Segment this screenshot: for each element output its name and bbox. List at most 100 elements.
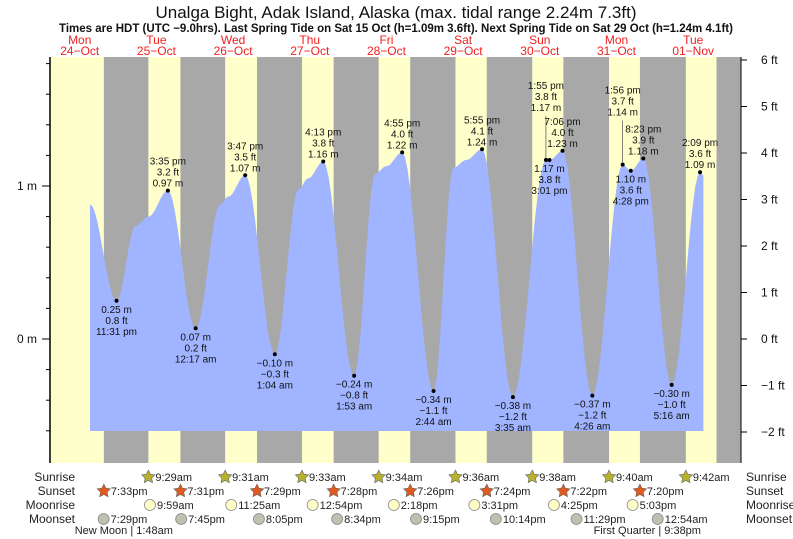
high-m: 1.23 m [547, 139, 578, 150]
sunrise-time: 9:38am [539, 472, 576, 484]
high-ft: 3.2 ft [157, 168, 179, 179]
moonset-time: 9:15pm [423, 514, 460, 526]
day-name: Sat [454, 33, 473, 47]
day-date: 24−Oct [60, 44, 100, 58]
sunrise-icon [217, 469, 233, 484]
high-ft: 3.8 ft [312, 139, 334, 150]
high-time: 3:35 pm [150, 157, 186, 168]
sun-moon-rows: Sunrise Sunrise 9:29am 9:31am 9:33am 9:34am 9:… [26, 469, 793, 537]
moonrise-time: 3:31pm [481, 500, 518, 512]
sunrise-icon [371, 469, 386, 484]
high-ft: 3.7 ft [612, 97, 634, 108]
high-time: 2:09 pm [682, 138, 718, 149]
sunset-icon [556, 483, 571, 498]
day-name: Mon [605, 33, 628, 47]
day-date: 31−Oct [597, 44, 637, 58]
low-m: −0.34 m [415, 395, 451, 406]
sunset-time: 7:22pm [570, 486, 607, 498]
low-time: 4:28 pm [613, 197, 649, 208]
sunrise-time: 9:40am [616, 472, 653, 484]
tide-point [400, 150, 405, 155]
low-time: 11:31 pm [96, 327, 137, 338]
tide-point [641, 156, 646, 161]
moonset-icon [410, 513, 422, 525]
moonset-icon [489, 513, 502, 525]
high-ft: 3.9 ft [632, 135, 654, 146]
high-ft: 3.6 ft [689, 149, 711, 160]
moonrise-time: 5:03pm [640, 500, 677, 512]
tide-point [628, 168, 633, 173]
low-m: 1.10 m [615, 175, 646, 186]
day-date: 26−Oct [214, 44, 254, 58]
high-m: 1.16 m [308, 150, 339, 161]
sunrise-icon [141, 469, 156, 484]
tide-point [620, 162, 625, 167]
tide-point [272, 352, 277, 357]
moonrise-icon [548, 499, 560, 511]
tide-point [321, 159, 326, 164]
day-name: Wed [221, 33, 245, 47]
high-time: 1:55 pm [528, 81, 564, 92]
high-time: 7:06 pm [544, 117, 580, 128]
low-ft: −1.0 ft [658, 400, 686, 411]
moonrise-row-label-right: Moonrise [746, 498, 793, 512]
moonrise-time: 2:18pm [401, 500, 438, 512]
left-tick-label: 0 m [17, 332, 37, 346]
right-tick-label: −1 ft [761, 379, 785, 393]
low-time: 1:04 am [257, 380, 293, 391]
moonset-time: 11:29pm [584, 514, 626, 526]
low-m: 1.17 m [534, 164, 565, 175]
moonset-row-label-right: Moonset [746, 512, 793, 526]
sunset-time: 7:24pm [494, 486, 531, 498]
low-time: 4:26 am [574, 422, 610, 433]
sunset-row-label-right: Sunset [746, 484, 784, 498]
low-ft: 3.6 ft [620, 186, 642, 197]
tide-point [547, 157, 552, 162]
sunrise-row-label-right: Sunrise [746, 470, 787, 484]
low-time: 2:44 am [415, 417, 451, 428]
right-tick-label: 3 ft [761, 193, 778, 207]
moonrise-icon [225, 499, 238, 511]
low-time: 1:53 am [336, 402, 372, 413]
moonset-time: 7:45pm [188, 514, 225, 526]
low-ft: −0.8 ft [340, 391, 368, 402]
moonset-row-label: Moonset [29, 512, 76, 526]
high-ft: 4.1 ft [471, 126, 493, 137]
sunrise-icon [294, 469, 310, 484]
day-date: 29−Oct [444, 44, 484, 58]
day-date: 30−Oct [520, 44, 560, 58]
day-date: 01−Nov [672, 44, 714, 58]
day-date: 25−Oct [137, 44, 177, 58]
day-name: Tue [683, 33, 704, 47]
sunset-icon [249, 483, 265, 498]
moonrise-time: 4:25pm [561, 500, 598, 512]
day-name: Fri [379, 33, 393, 47]
day-name: Tue [146, 33, 167, 47]
sunset-icon [96, 483, 112, 498]
sunrise-row-label: Sunrise [34, 470, 75, 484]
sunset-time: 7:29pm [264, 486, 301, 498]
moon-phase: New Moon | 1:48am [75, 525, 173, 537]
night-band [716, 57, 741, 463]
high-m: 1.22 m [387, 140, 418, 151]
moonset-icon [175, 513, 188, 525]
high-ft: 4.0 ft [551, 128, 573, 139]
low-m: 0.25 m [101, 305, 132, 316]
low-ft: 0.8 ft [105, 316, 127, 327]
tide-point [590, 393, 595, 398]
high-m: 1.18 m [628, 146, 659, 157]
moonrise-row-label: Moonrise [26, 498, 76, 512]
low-ft: 3.8 ft [538, 175, 560, 186]
tide-point [243, 173, 248, 178]
right-tick-label: −2 ft [761, 425, 785, 439]
chart-subtitle: Times are HDT (UTC −9.0hrs). Last Spring… [59, 23, 733, 35]
moonset-icon [651, 513, 664, 525]
high-time: 4:55 pm [384, 118, 420, 129]
tide-point [560, 148, 565, 153]
sunrise-icon [524, 469, 540, 484]
high-time: 5:55 pm [464, 115, 500, 126]
sunrise-time: 9:33am [309, 472, 346, 484]
low-m: −0.30 m [653, 389, 689, 400]
low-m: 0.07 m [180, 332, 211, 343]
